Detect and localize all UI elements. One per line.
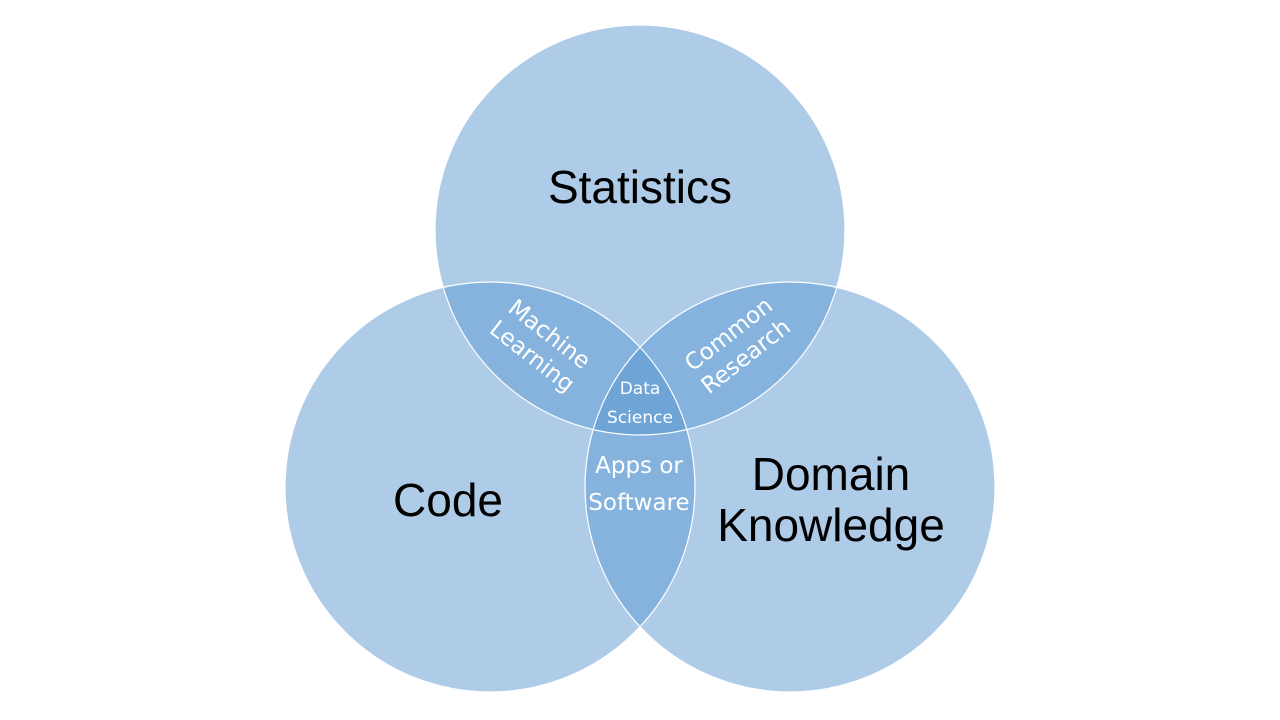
statistics-domain-overlap bbox=[585, 282, 845, 435]
statistics-code-overlap bbox=[435, 282, 695, 435]
statistics-label: Statistics bbox=[548, 161, 732, 213]
code-outline bbox=[284, 281, 696, 693]
code-label: Code bbox=[393, 474, 503, 526]
data-science-label-line1: Data bbox=[620, 379, 661, 399]
apps-software-label-line1: Apps or bbox=[595, 453, 683, 479]
domain-knowledge-label-line2: Knowledge bbox=[717, 499, 945, 551]
domain-knowledge-label-line1: Domain bbox=[752, 448, 911, 500]
apps-software-label-line2: Software bbox=[588, 490, 689, 516]
statistics-outline bbox=[434, 24, 846, 436]
domain-outline bbox=[584, 281, 996, 693]
data-science-label-line2: Science bbox=[607, 408, 673, 428]
